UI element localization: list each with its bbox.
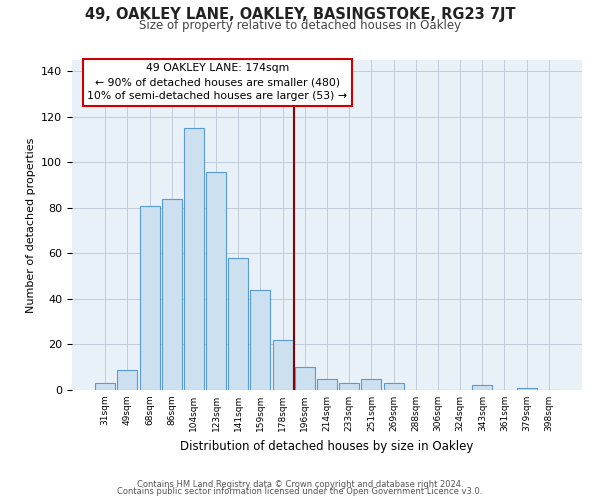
Bar (228, 258, 248, 390)
Bar (95, 383, 115, 390)
Text: Contains public sector information licensed under the Open Government Licence v3: Contains public sector information licen… (118, 487, 482, 496)
X-axis label: Distribution of detached houses by size in Oakley: Distribution of detached houses by size … (181, 440, 473, 452)
Bar (272, 340, 293, 390)
Bar (383, 383, 404, 390)
Text: Size of property relative to detached houses in Oakley: Size of property relative to detached ho… (139, 19, 461, 32)
Bar (361, 378, 382, 390)
Bar (317, 378, 337, 390)
Bar (206, 172, 226, 390)
Text: Contains HM Land Registry data © Crown copyright and database right 2024.: Contains HM Land Registry data © Crown c… (137, 480, 463, 489)
Bar (517, 388, 536, 390)
Y-axis label: Number of detached properties: Number of detached properties (26, 138, 35, 312)
Bar (250, 290, 271, 390)
Text: 49, OAKLEY LANE, OAKLEY, BASINGSTOKE, RG23 7JT: 49, OAKLEY LANE, OAKLEY, BASINGSTOKE, RG… (85, 8, 515, 22)
Bar (184, 128, 204, 390)
Bar (339, 383, 359, 390)
Bar (118, 370, 137, 390)
Bar (295, 367, 315, 390)
Bar (140, 206, 160, 390)
Bar (162, 199, 182, 390)
Text: 49 OAKLEY LANE: 174sqm
← 90% of detached houses are smaller (480)
10% of semi-de: 49 OAKLEY LANE: 174sqm ← 90% of detached… (88, 64, 347, 102)
Bar (472, 386, 492, 390)
